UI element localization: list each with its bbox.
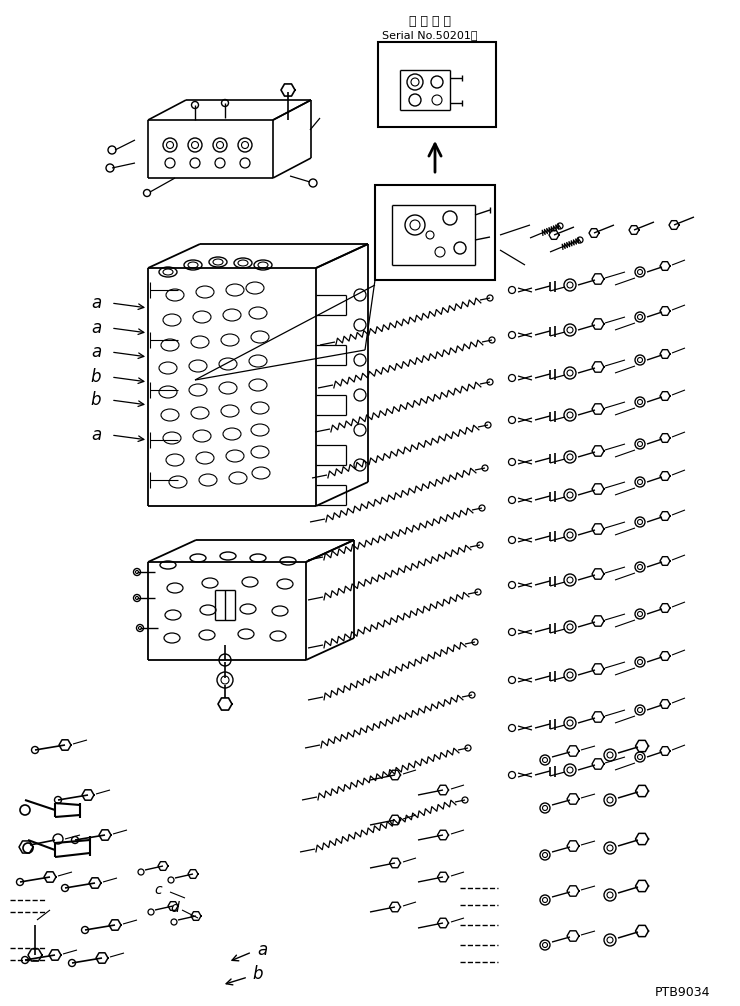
Text: b: b (91, 391, 101, 409)
Text: Serial No.50201～: Serial No.50201～ (383, 30, 478, 40)
Text: 適 用 号 機: 適 用 号 機 (409, 15, 451, 28)
Bar (378, 42, 496, 127)
Text: b: b (91, 368, 101, 386)
Text: a: a (91, 294, 101, 312)
Text: a: a (91, 426, 101, 444)
Text: a: a (91, 343, 101, 361)
Text: c: c (154, 883, 162, 897)
Text: a: a (257, 941, 267, 959)
Text: a: a (91, 319, 101, 337)
Text: b: b (253, 965, 263, 983)
Text: d: d (171, 901, 179, 915)
Bar (375, 185, 495, 280)
Text: PTB9034: PTB9034 (654, 987, 710, 1000)
